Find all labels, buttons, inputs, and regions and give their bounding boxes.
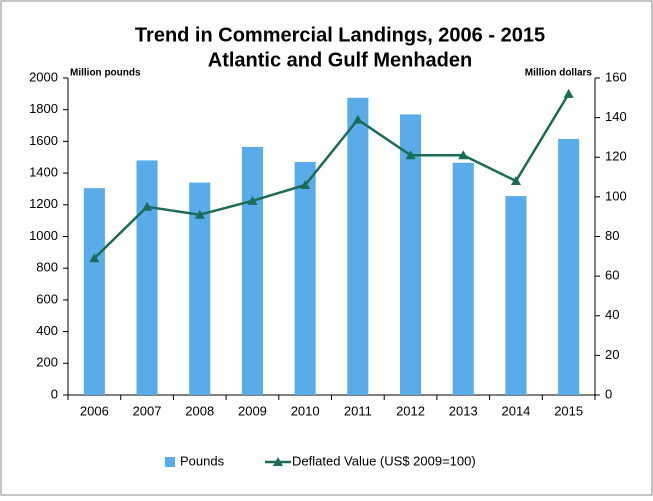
y-tick-label: 2000	[29, 69, 58, 84]
y2-tick-label: 0	[605, 386, 612, 401]
line-marker	[563, 88, 574, 98]
y-tick-label: 800	[36, 260, 58, 275]
y-tick-label: 1200	[29, 196, 58, 211]
bar	[189, 182, 211, 395]
x-tick-label: 2015	[554, 403, 583, 418]
line-marker	[510, 176, 521, 186]
y-tick-label: 1400	[29, 165, 58, 180]
line-marker	[142, 201, 153, 211]
y-tick-label: 200	[36, 355, 58, 370]
y-tick-label: 1800	[29, 101, 58, 116]
x-tick-label: 2012	[396, 403, 425, 418]
bar	[294, 162, 316, 395]
bar	[83, 188, 105, 395]
bar	[136, 160, 158, 395]
line-marker	[458, 150, 469, 160]
y2-tick-label: 60	[605, 268, 619, 283]
y-tick-label: 0	[51, 386, 58, 401]
x-tick-label: 2006	[80, 403, 109, 418]
line-marker	[89, 253, 100, 263]
x-tick-label: 2011	[344, 403, 372, 418]
chart-subtitle: Atlantic and Gulf Menhaden	[208, 49, 472, 71]
y2-axis-label: Million dollars	[525, 68, 593, 79]
bar	[558, 139, 580, 395]
legend-label: Deflated Value (US$ 2009=100)	[292, 453, 476, 468]
bar	[241, 146, 263, 395]
y-tick-label: 1000	[29, 228, 58, 243]
legend-label: Pounds	[180, 453, 225, 468]
y2-tick-label: 140	[605, 109, 627, 124]
y-tick-label: 1600	[29, 133, 58, 148]
legend-swatch	[165, 457, 175, 467]
y2-tick-label: 80	[605, 228, 619, 243]
line	[93, 93, 570, 260]
x-tick-label: 2010	[291, 403, 320, 418]
bar	[505, 196, 527, 395]
legend-marker	[273, 457, 283, 466]
line-marker	[194, 209, 205, 219]
x-tick-label: 2014	[501, 403, 530, 418]
y-tick-label: 400	[36, 323, 58, 338]
x-tick-label: 2009	[238, 403, 267, 418]
y2-tick-label: 20	[605, 347, 619, 362]
y2-tick-label: 40	[605, 307, 619, 322]
y2-tick-label: 120	[605, 149, 627, 164]
y2-tick-label: 160	[605, 69, 627, 84]
x-tick-label: 2013	[449, 403, 478, 418]
line-marker	[352, 114, 363, 124]
line-marker	[405, 150, 416, 160]
bar	[347, 97, 369, 395]
chart-title: Trend in Commercial Landings, 2006 - 201…	[135, 24, 545, 46]
y-axis-label: Million pounds	[70, 68, 141, 79]
bar	[400, 114, 422, 395]
line-marker	[247, 195, 258, 205]
x-tick-label: 2007	[133, 403, 162, 418]
line-marker	[300, 179, 311, 189]
y2-tick-label: 100	[605, 188, 627, 203]
bar	[452, 162, 474, 395]
x-tick-label: 2008	[185, 403, 214, 418]
y-tick-label: 600	[36, 291, 58, 306]
